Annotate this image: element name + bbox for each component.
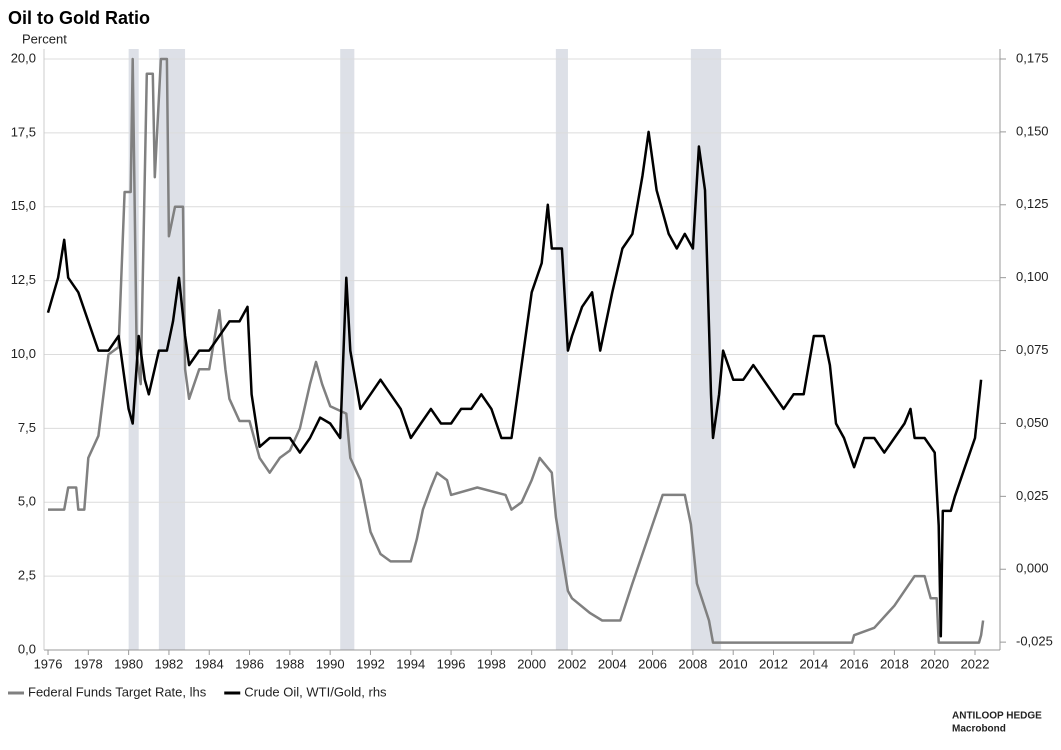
y-tick-label: 20,0	[11, 50, 36, 65]
x-tick-label: 2018	[880, 656, 909, 671]
y-tick-label: 0,0	[18, 641, 36, 656]
x-tick-label: 2022	[961, 656, 990, 671]
x-tick-label: 1986	[235, 656, 264, 671]
x-tick-label: 1982	[154, 656, 183, 671]
y2-tick-label: 0,175	[1016, 50, 1049, 65]
y-tick-label: 17,5	[11, 124, 36, 139]
x-tick-label: 2006	[638, 656, 667, 671]
recession-band	[555, 49, 568, 650]
x-tick-label: 1998	[477, 656, 506, 671]
x-tick-label: 2010	[719, 656, 748, 671]
x-tick-label: 1980	[114, 656, 143, 671]
x-tick-label: 1978	[74, 656, 103, 671]
x-tick-label: 2008	[678, 656, 707, 671]
x-tick-label: 2020	[920, 656, 949, 671]
x-tick-label: 1976	[34, 656, 63, 671]
y2-tick-label: 0,025	[1016, 488, 1049, 503]
y-tick-label: 10,0	[11, 346, 36, 361]
y-tick-label: 5,0	[18, 494, 36, 509]
y-tick-label: 15,0	[11, 198, 36, 213]
source: ANTILOOP HEDGE	[952, 711, 1042, 722]
x-tick-label: 2014	[799, 656, 828, 671]
x-tick-label: 1992	[356, 656, 385, 671]
y2-tick-label: -0,025	[1016, 634, 1053, 649]
source-note: Macrobond	[952, 724, 1006, 735]
y-axis-label: Percent	[22, 31, 67, 46]
legend-label: Crude Oil, WTI/Gold, rhs	[244, 684, 387, 699]
series-line	[48, 57, 985, 644]
recession-band	[128, 49, 139, 650]
recession-band	[340, 49, 355, 650]
x-tick-label: 1988	[275, 656, 304, 671]
y2-tick-label: 0,150	[1016, 123, 1049, 138]
y2-tick-label: 0,000	[1016, 561, 1049, 576]
x-tick-label: 2000	[517, 656, 546, 671]
x-tick-label: 1990	[316, 656, 345, 671]
y2-tick-label: 0,100	[1016, 269, 1049, 284]
legend-label: Federal Funds Target Rate, lhs	[28, 684, 207, 699]
x-tick-label: 1984	[195, 656, 224, 671]
y2-tick-label: 0,075	[1016, 342, 1049, 357]
y2-tick-label: 0,050	[1016, 415, 1049, 430]
y-tick-label: 7,5	[18, 420, 36, 435]
x-tick-label: 2004	[598, 656, 627, 671]
x-tick-label: 2016	[840, 656, 869, 671]
x-tick-label: 1996	[437, 656, 466, 671]
x-tick-label: 2002	[558, 656, 587, 671]
y-tick-label: 2,5	[18, 568, 36, 583]
x-tick-label: 2012	[759, 656, 788, 671]
series-line	[46, 130, 983, 638]
chart-title: Oil to Gold Ratio	[8, 8, 150, 28]
y-tick-label: 12,5	[11, 272, 36, 287]
recession-band	[690, 49, 722, 650]
x-tick-label: 1994	[396, 656, 425, 671]
y2-tick-label: 0,125	[1016, 196, 1049, 211]
